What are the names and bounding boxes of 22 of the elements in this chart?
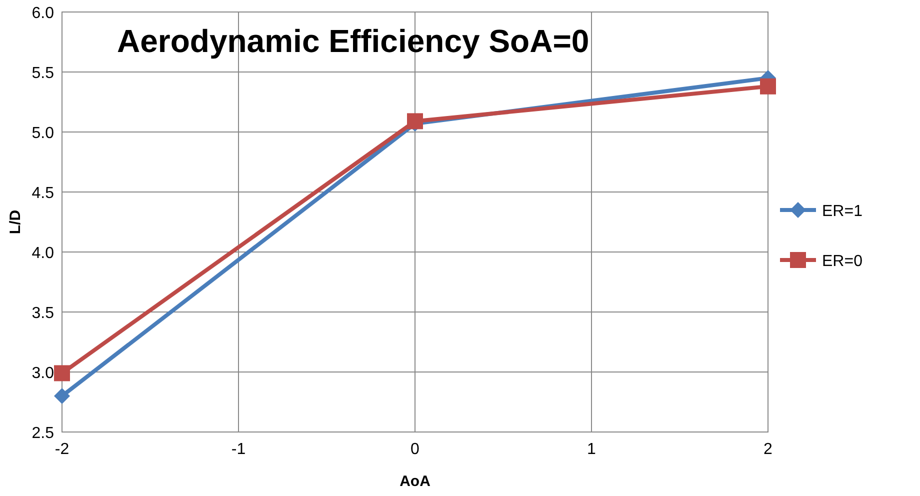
point [54, 388, 70, 404]
point [407, 113, 423, 130]
y-tick-label: 3.0 [32, 365, 54, 382]
y-tick-label: 4.0 [32, 245, 54, 262]
y-tick-label: 4.5 [32, 185, 54, 202]
chart-title: Aerodynamic Efficiency SoA=0 [117, 23, 590, 59]
y-tick-label: 6.0 [32, 5, 54, 22]
x-tick-label: 2 [764, 441, 773, 458]
x-tick-label: -1 [231, 441, 246, 458]
x-tick-label: 0 [410, 441, 420, 458]
point [54, 365, 70, 382]
y-tick-label: 2.5 [32, 425, 54, 442]
y-axis-title: L/D [7, 210, 24, 234]
x-tick-label: 1 [587, 441, 596, 458]
y-tick-label: 3.5 [32, 305, 54, 322]
y-tick-label: 5.0 [32, 125, 54, 142]
point [760, 78, 776, 94]
legend-label: ER=1 [822, 203, 863, 220]
legend-label: ER=0 [822, 253, 863, 270]
y-tick-label: 5.5 [32, 65, 54, 82]
x-axis-title: AoA [400, 473, 431, 490]
x-tick-label: -2 [54, 441, 70, 458]
